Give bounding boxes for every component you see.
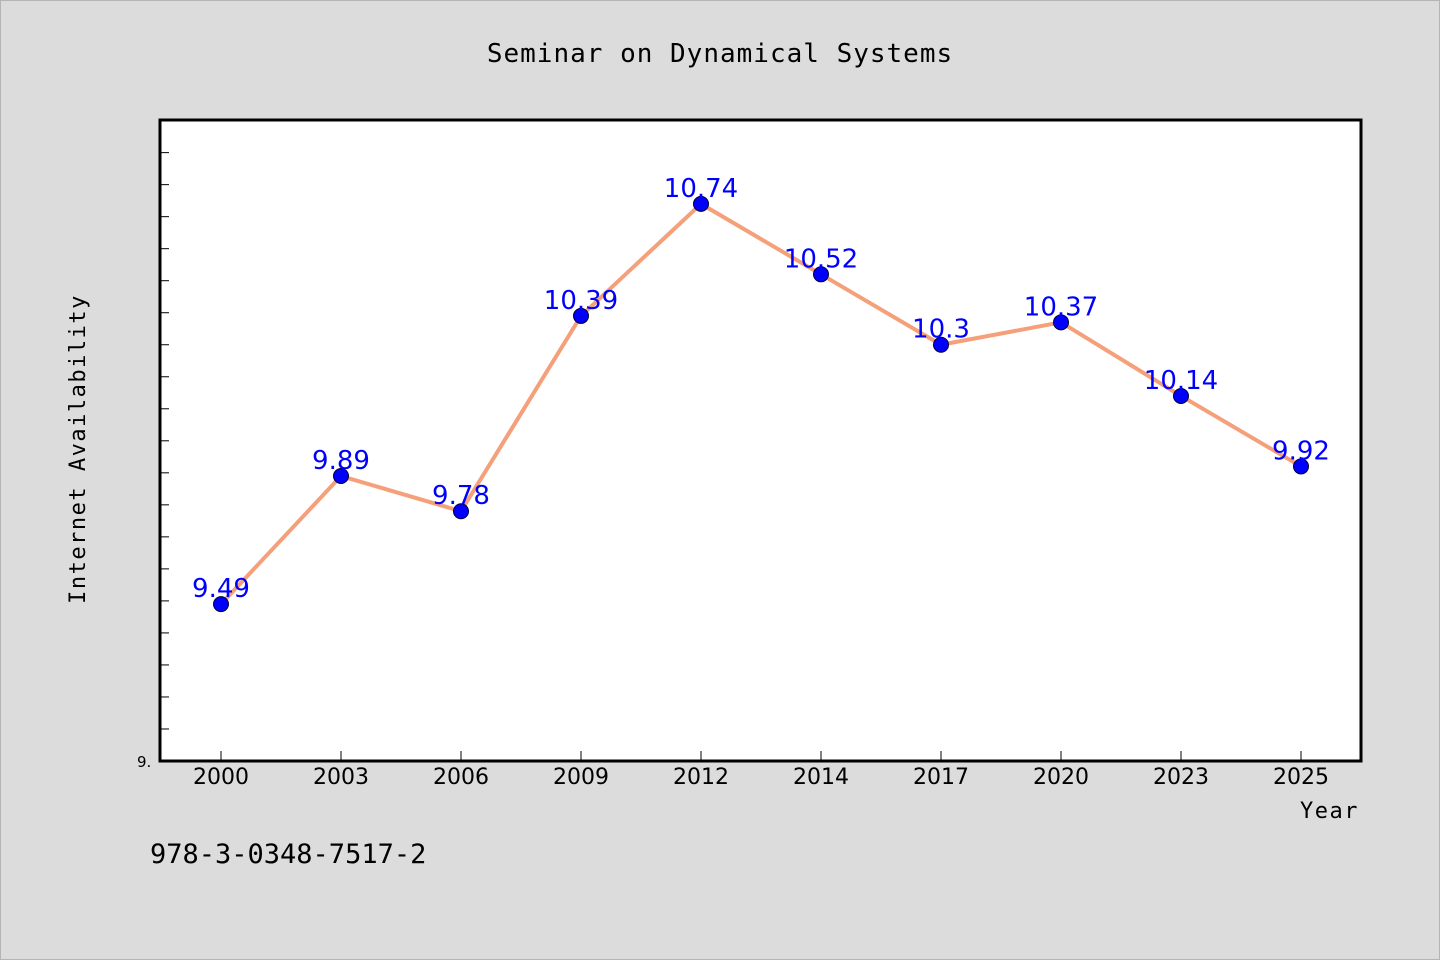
x-tick-label: 2017 <box>913 765 969 790</box>
data-point <box>213 596 229 613</box>
x-axis-ticks: 2000 2003 2006 2009 2012 2014 2017 2020 2023 2025 <box>193 751 1329 790</box>
data-label: 10.39 <box>544 286 618 316</box>
data-label: 10.74 <box>664 174 738 204</box>
data-point <box>333 468 349 485</box>
data-label: 9.78 <box>432 481 490 511</box>
data-point <box>1293 458 1309 475</box>
data-label: 10.37 <box>1024 292 1098 322</box>
plot-area <box>158 118 1363 763</box>
x-tick-label: 2020 <box>1033 765 1089 790</box>
data-point <box>1173 387 1189 404</box>
isbn-text: 978-3-0348-7517-2 <box>150 839 426 870</box>
data-point <box>453 503 469 520</box>
series-layer: 9.49 9.89 9.78 10.39 10.74 10.52 10.3 10.37 10.1… <box>192 174 1330 613</box>
data-label: 9.49 <box>192 574 250 604</box>
x-tick-label: 2003 <box>313 765 369 790</box>
data-point <box>1053 314 1069 331</box>
data-point <box>933 336 949 353</box>
x-tick-label: 2025 <box>1273 765 1329 790</box>
data-point <box>813 266 829 283</box>
y-tick-label: 9. <box>137 753 151 771</box>
data-label: 10.3 <box>912 315 970 345</box>
data-point <box>693 195 709 212</box>
x-axis-label: Year <box>1300 799 1359 824</box>
x-tick-label: 2006 <box>433 765 489 790</box>
data-label: 9.89 <box>312 446 370 476</box>
x-tick-label: 2014 <box>793 765 849 790</box>
data-label: 10.14 <box>1144 366 1218 396</box>
chart-title: Seminar on Dynamical Systems <box>487 39 953 69</box>
data-label: 10.52 <box>784 244 858 274</box>
x-tick-label: 2000 <box>193 765 249 790</box>
y-axis-ticks: 9. <box>137 152 169 771</box>
x-tick-label: 2009 <box>553 765 609 790</box>
data-point <box>573 307 589 324</box>
x-tick-label: 2012 <box>673 765 729 790</box>
x-tick-label: 2023 <box>1153 765 1209 790</box>
series-line <box>219 201 1303 607</box>
y-axis-label: Internet Availability <box>66 294 91 604</box>
data-label: 9.92 <box>1272 436 1330 466</box>
